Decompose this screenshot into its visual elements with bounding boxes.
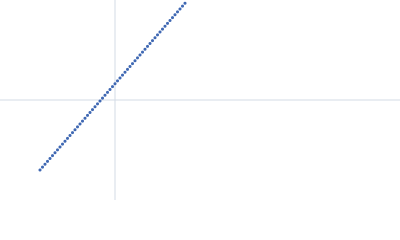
point [81,119,84,123]
point [51,154,54,158]
point [53,151,57,155]
point [123,70,127,74]
point [83,116,87,120]
point [93,105,97,109]
point [166,21,169,25]
point [176,10,179,14]
point [153,36,157,40]
point [136,56,139,60]
point [178,7,182,11]
point [113,82,117,86]
point [163,24,167,28]
chart [0,0,400,200]
point [76,125,79,129]
point [151,39,154,43]
point [71,131,74,135]
point [73,128,77,132]
point [98,99,102,103]
point [48,157,52,160]
point [138,53,142,57]
point [183,1,187,5]
point [128,65,132,68]
point [148,42,152,45]
point [96,102,99,106]
point [103,93,107,97]
point [118,76,122,80]
point [106,90,109,94]
point [66,136,69,140]
point [58,145,62,149]
point [146,44,149,48]
point [173,13,177,17]
point [143,47,147,51]
point [101,96,104,100]
point [171,16,174,20]
point [161,27,164,31]
point [158,30,162,34]
point [61,142,64,146]
point [121,73,124,77]
point [38,168,42,172]
point [116,79,119,83]
point [88,111,92,114]
point [181,4,184,8]
point [41,165,44,169]
point [68,134,72,137]
point [43,162,47,166]
point [78,122,82,126]
point [141,50,144,54]
point [56,148,59,152]
point [133,59,137,63]
point [156,33,159,37]
point [86,113,89,117]
point [168,19,172,22]
point [111,85,114,89]
point [91,108,94,112]
point [46,159,49,163]
point [131,62,134,66]
point [108,88,112,91]
point [126,67,129,71]
point [63,139,67,143]
